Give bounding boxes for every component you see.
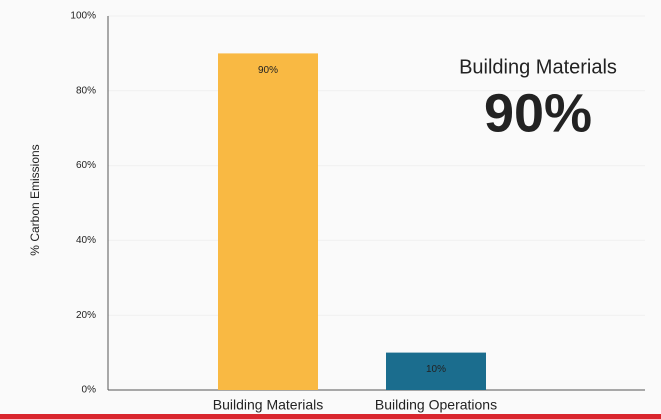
y-tick-label: 0% [82,385,97,396]
y-tick-label: 20% [76,310,96,321]
bar [386,352,486,390]
annotation-title: Building Materials [459,56,617,78]
y-tick-label: 100% [70,11,96,22]
y-tick-label: 80% [76,85,96,96]
data-label: 90% [258,65,278,76]
y-axis-title: % Carbon Emissions [28,144,42,255]
x-tick-label: Building Materials [213,397,324,413]
y-tick-label: 60% [76,160,96,171]
y-tick-label: 40% [76,235,96,246]
bottom-bar [0,414,661,419]
bar [218,53,318,391]
annotation-text: 90% [484,83,592,143]
data-label: 10% [426,364,446,375]
x-tick-label: Building Operations [375,397,497,413]
